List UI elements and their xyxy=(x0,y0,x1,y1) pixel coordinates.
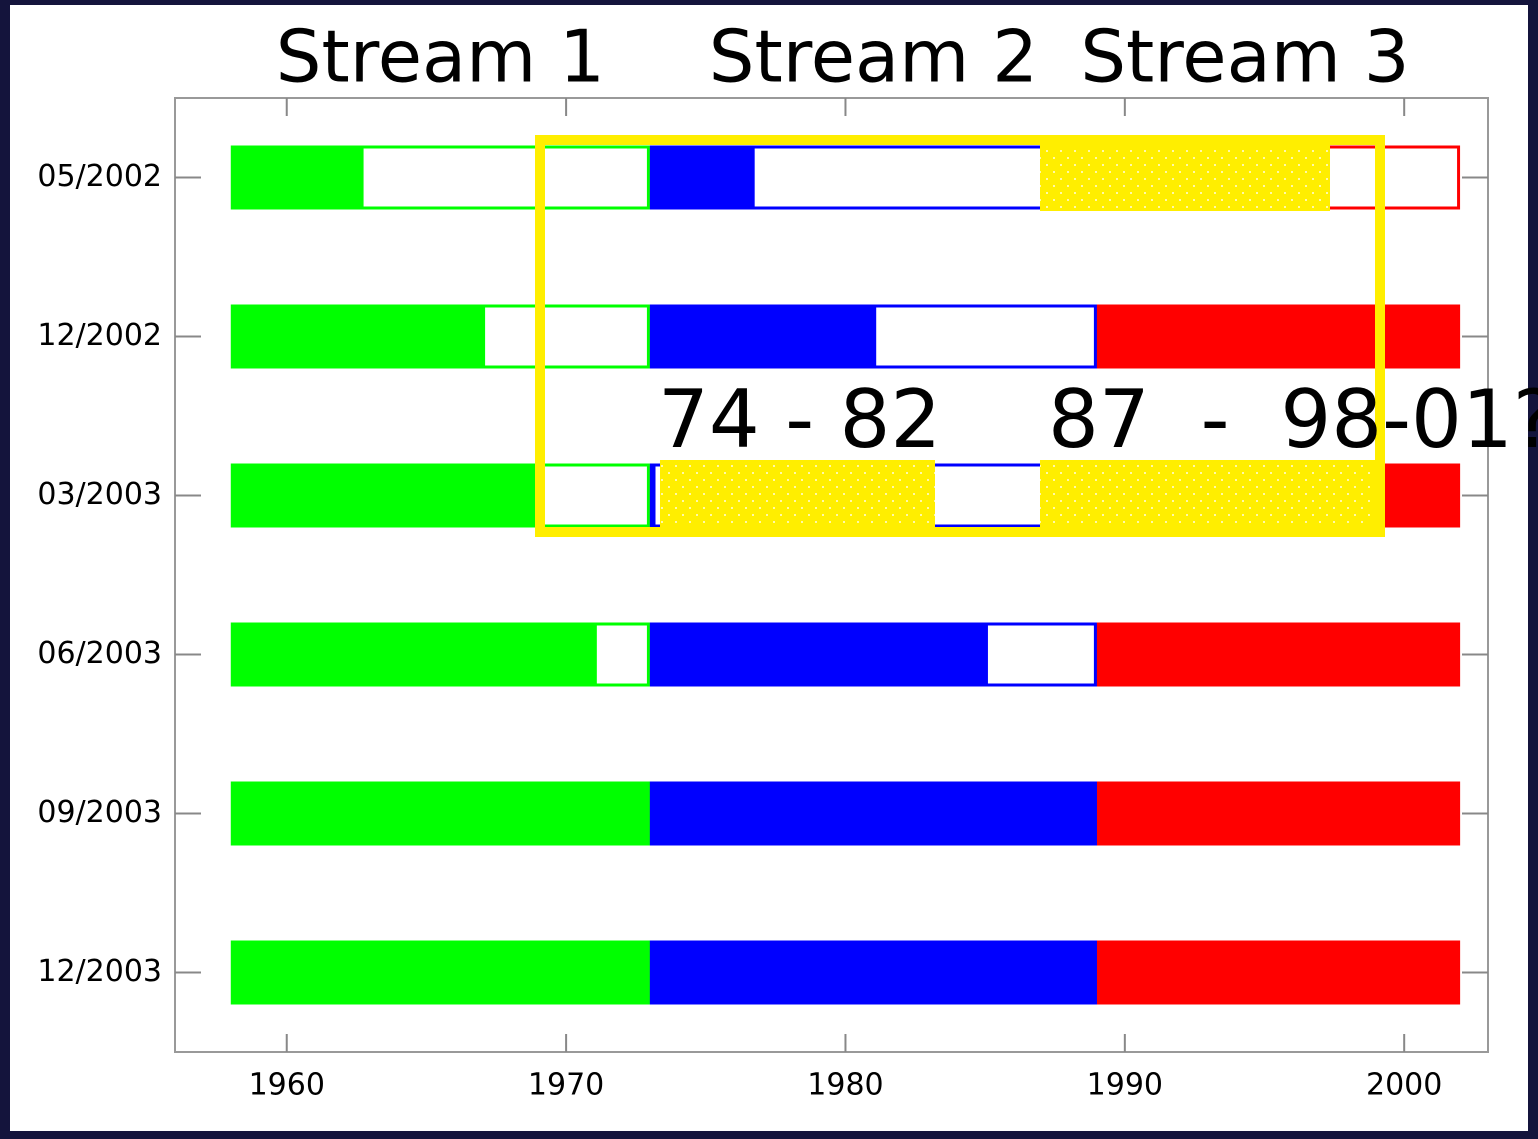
stream-progress xyxy=(230,622,597,687)
stream-progress xyxy=(649,304,877,369)
stream-progress xyxy=(1029,622,1461,687)
y-tick-label: 12/2002 xyxy=(37,318,162,353)
y-tick-label: 06/2003 xyxy=(37,636,162,671)
y-tick-label: 05/2002 xyxy=(37,159,162,194)
highlight-area xyxy=(1040,145,1330,211)
stream-progress xyxy=(649,622,988,687)
y-tick-label: 09/2003 xyxy=(37,795,162,830)
y-tick-label: 03/2003 xyxy=(37,477,162,512)
plot-frame xyxy=(174,97,1489,1053)
highlight-area xyxy=(660,460,935,528)
annotation: 87 - 98-01? xyxy=(1048,373,1538,466)
stream-progress xyxy=(230,463,544,528)
stream-progress xyxy=(230,781,650,846)
x-tick-label: 1990 xyxy=(1087,1068,1163,1103)
stream-progress xyxy=(1029,304,1461,369)
stream-progress xyxy=(649,463,656,528)
stream-title: Stream 1 xyxy=(276,15,605,99)
x-tick-label: 1960 xyxy=(249,1068,325,1103)
stream-progress xyxy=(649,781,1097,846)
x-tick-label: 2000 xyxy=(1366,1068,1442,1103)
x-tick-label: 1980 xyxy=(807,1068,883,1103)
highlight-box xyxy=(535,135,1385,537)
x-tick-label: 1970 xyxy=(528,1068,604,1103)
stream-progress xyxy=(649,940,1097,1005)
stream-progress xyxy=(230,940,650,1005)
stream-progress xyxy=(230,145,364,210)
highlight-area xyxy=(1040,460,1380,528)
stream-progress xyxy=(230,304,486,369)
stream-progress xyxy=(1029,781,1461,846)
highlights xyxy=(535,135,1385,537)
annotation: 74 - 82 xyxy=(658,373,941,466)
stream-progress xyxy=(1029,940,1461,1005)
y-tick-label: 12/2003 xyxy=(37,954,162,989)
stream-progress xyxy=(649,145,755,210)
stream-title: Stream 3 xyxy=(1080,15,1409,99)
stream-title: Stream 2 xyxy=(709,15,1038,99)
